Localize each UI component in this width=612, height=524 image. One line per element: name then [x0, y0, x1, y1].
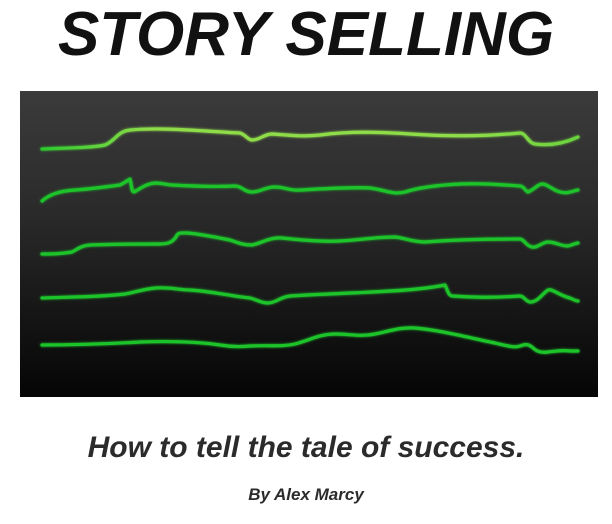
scribble-line-2 [40, 177, 580, 203]
scribble-line-3 [40, 231, 580, 256]
scribble-line-5 [40, 326, 580, 354]
author-byline: By Alex Marcy [248, 485, 364, 504]
scribble-lines-graphic [40, 127, 580, 354]
scribble-line-4 [40, 283, 580, 305]
subtitle: How to tell the tale of success. [87, 431, 525, 464]
title: STORY SELLING [57, 0, 555, 69]
scribble-line-1 [40, 127, 580, 151]
handwriting-illustration [20, 91, 598, 397]
